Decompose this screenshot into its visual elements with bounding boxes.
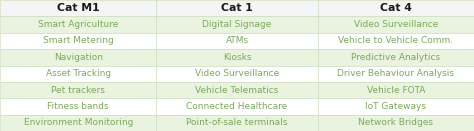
Text: Vehicle FOTA: Vehicle FOTA — [366, 86, 425, 95]
Bar — [0, 16, 156, 33]
Bar — [156, 0, 318, 16]
Bar — [156, 16, 318, 33]
Bar — [0, 33, 156, 49]
Text: ATMs: ATMs — [226, 36, 248, 45]
Bar — [318, 0, 474, 16]
Bar — [0, 115, 156, 131]
Bar — [318, 98, 474, 115]
Bar — [0, 0, 156, 16]
Bar — [156, 115, 318, 131]
Bar — [0, 98, 156, 115]
Text: Environment Monitoring: Environment Monitoring — [24, 118, 133, 127]
Bar — [318, 115, 474, 131]
Text: Smart Metering: Smart Metering — [43, 36, 114, 45]
Text: Cat 1: Cat 1 — [221, 3, 253, 13]
Text: Point-of-sale terminals: Point-of-sale terminals — [186, 118, 288, 127]
Bar — [0, 66, 156, 82]
Text: Cat M1: Cat M1 — [57, 3, 100, 13]
Bar — [318, 16, 474, 33]
Text: Vehicle Telematics: Vehicle Telematics — [195, 86, 279, 95]
Text: Cat 4: Cat 4 — [380, 3, 412, 13]
Bar — [156, 66, 318, 82]
Text: Navigation: Navigation — [54, 53, 103, 62]
Text: Pet trackers: Pet trackers — [51, 86, 105, 95]
Bar — [156, 49, 318, 66]
Text: Kiosks: Kiosks — [223, 53, 251, 62]
Bar — [156, 98, 318, 115]
Text: Driver Behaviour Analysis: Driver Behaviour Analysis — [337, 69, 454, 78]
Text: Digital Signage: Digital Signage — [202, 20, 272, 29]
Text: Video Surveillance: Video Surveillance — [195, 69, 279, 78]
Bar — [0, 49, 156, 66]
Text: Connected Healthcare: Connected Healthcare — [186, 102, 288, 111]
Text: Vehicle to Vehicle Comm.: Vehicle to Vehicle Comm. — [338, 36, 453, 45]
Bar — [156, 33, 318, 49]
Bar — [156, 82, 318, 98]
Text: Asset Tracking: Asset Tracking — [46, 69, 111, 78]
Bar — [318, 33, 474, 49]
Bar — [318, 82, 474, 98]
Text: Video Surveillance: Video Surveillance — [354, 20, 438, 29]
Bar — [0, 82, 156, 98]
Text: IoT Gateways: IoT Gateways — [365, 102, 426, 111]
Text: Smart Agriculture: Smart Agriculture — [38, 20, 118, 29]
Text: Fitness bands: Fitness bands — [47, 102, 109, 111]
Text: Predictive Analytics: Predictive Analytics — [351, 53, 440, 62]
Bar — [318, 66, 474, 82]
Bar — [318, 49, 474, 66]
Text: Network Bridges: Network Bridges — [358, 118, 433, 127]
